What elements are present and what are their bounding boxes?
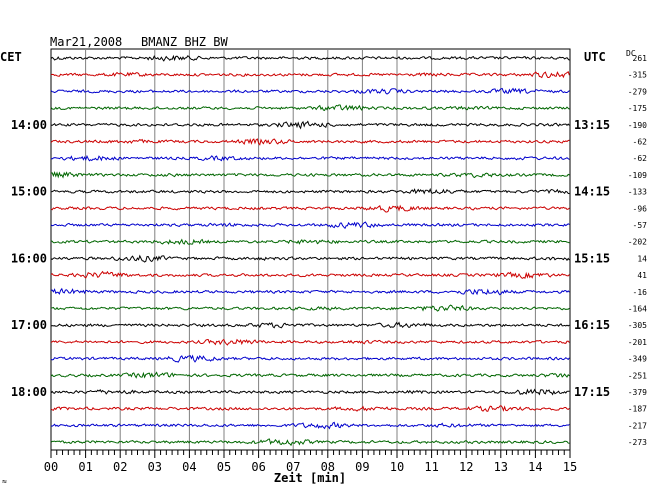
dc-offset-label: 14 [637, 254, 647, 263]
chart-grid [50, 48, 571, 451]
dc-offset-label: -273 [628, 438, 647, 447]
dc-label: DC [626, 49, 636, 58]
left-timezone-label: CET [0, 50, 22, 64]
x-tick-label: 03 [148, 460, 162, 474]
seismogram-trace [50, 371, 570, 379]
x-tick-label: 11 [424, 460, 438, 474]
dc-offset-label: -251 [628, 371, 647, 380]
dc-offset-label: -190 [628, 121, 647, 130]
x-tick-label: 07 [286, 460, 300, 474]
seismogram-trace [50, 238, 570, 245]
seismogram-trace [50, 304, 570, 312]
left-hour-label: 15:00 [11, 185, 47, 199]
dc-offset-label: -217 [628, 421, 647, 430]
trace-labels: 261 -315 -279 -175 -190 -62 -62 -109 -133 -96 -57 -… [11, 54, 647, 447]
dc-offset-label: -279 [628, 87, 647, 96]
x-tick-label: 01 [78, 460, 92, 474]
trace-group [50, 54, 570, 447]
x-tick-label: 08 [321, 460, 335, 474]
seismogram-trace [50, 287, 570, 296]
seismogram-trace [50, 321, 570, 329]
dc-offset-label: -379 [628, 388, 647, 397]
right-timezone-label: UTC [584, 50, 606, 64]
dc-offset-label: -175 [628, 104, 647, 113]
seismogram-trace [50, 54, 570, 62]
seismogram-trace [50, 104, 570, 111]
header-date: Mar21,2008 [50, 35, 122, 49]
right-hour-label: 17:15 [574, 385, 610, 399]
dc-offset-label: -202 [628, 238, 647, 247]
x-tick-label: 06 [251, 460, 265, 474]
seismogram-trace [50, 154, 570, 162]
seismogram-trace [50, 221, 570, 230]
x-tick-label: 14 [528, 460, 542, 474]
x-tick-label: 10 [390, 460, 404, 474]
dc-offset-label: -315 [628, 71, 647, 80]
left-hour-label: 16:00 [11, 251, 47, 265]
dc-offset-label: -96 [633, 204, 648, 213]
seismogram-trace [50, 71, 570, 79]
seismogram-trace [50, 138, 570, 146]
x-axis-label: Zeit [min] [274, 471, 346, 485]
dc-offset-label: -349 [628, 355, 647, 364]
dc-offset-label: -109 [628, 171, 647, 180]
left-hour-label: 18:00 [11, 385, 47, 399]
x-tick-label: 04 [182, 460, 196, 474]
corner-mark: ≈ [2, 477, 7, 486]
dc-offset-label: -133 [628, 188, 647, 197]
right-hour-label: 15:15 [574, 251, 610, 265]
dc-offset-label: -16 [633, 288, 648, 297]
x-tick-label: 02 [113, 460, 127, 474]
seismogram-trace [50, 405, 570, 412]
seismogram-trace [50, 354, 570, 363]
seismogram-trace [50, 338, 570, 346]
header-station: BMANZ BHZ BW [141, 35, 228, 49]
right-hour-label: 13:15 [574, 118, 610, 132]
right-hour-label: 16:15 [574, 318, 610, 332]
x-tick-label: 05 [217, 460, 231, 474]
dc-offset-label: -164 [628, 305, 647, 314]
left-hour-label: 14:00 [11, 118, 47, 132]
dc-offset-label: -62 [633, 154, 648, 163]
dc-offset-label: -187 [628, 405, 647, 414]
x-axis-ticks: 00 01 02 03 04 05 06 07 08 09 10 11 12 13 14 15 [44, 449, 577, 474]
seismogram-trace [50, 87, 570, 95]
dc-offset-label: 41 [637, 271, 647, 280]
seismogram-trace [50, 421, 570, 430]
seismogram-trace [50, 170, 570, 179]
x-tick-label: 00 [44, 460, 58, 474]
seismogram-trace [50, 187, 570, 195]
seismogram-trace [50, 254, 570, 263]
x-tick-label: 09 [355, 460, 369, 474]
dc-offset-label: -62 [633, 138, 648, 147]
left-hour-label: 17:00 [11, 318, 47, 332]
x-tick-label: 15 [563, 460, 577, 474]
dc-offset-label: -57 [633, 221, 648, 230]
dc-offset-label: 261 [633, 54, 648, 63]
right-hour-label: 14:15 [574, 185, 610, 199]
seismogram-trace [50, 438, 570, 447]
x-tick-label: 13 [494, 460, 508, 474]
seismogram-trace [50, 120, 570, 130]
dc-offset-label: -305 [628, 321, 647, 330]
x-tick-label: 12 [459, 460, 473, 474]
seismogram-trace [50, 388, 570, 396]
seismogram-trace [50, 204, 570, 213]
seismogram-trace [50, 270, 570, 279]
dc-offset-label: -201 [628, 338, 647, 347]
